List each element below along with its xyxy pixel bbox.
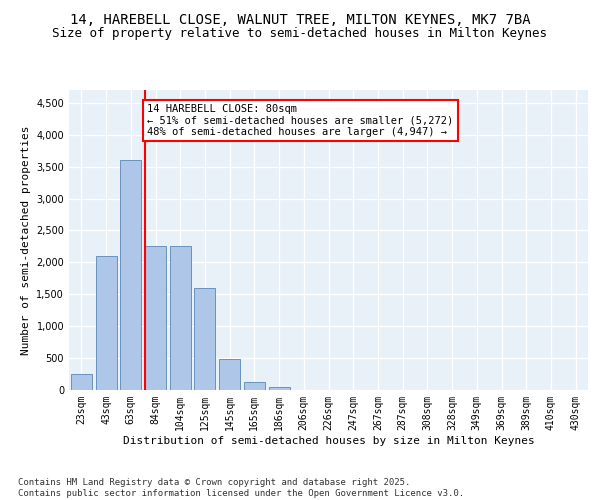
Bar [194,288,215,390]
X-axis label: Distribution of semi-detached houses by size in Milton Keynes: Distribution of semi-detached houses by … [122,436,535,446]
Bar [145,246,166,390]
Text: 14, HAREBELL CLOSE, WALNUT TREE, MILTON KEYNES, MK7 7BA: 14, HAREBELL CLOSE, WALNUT TREE, MILTON … [70,12,530,26]
Text: 14 HAREBELL CLOSE: 80sqm
← 51% of semi-detached houses are smaller (5,272)
48% o: 14 HAREBELL CLOSE: 80sqm ← 51% of semi-d… [148,104,454,137]
Text: Size of property relative to semi-detached houses in Milton Keynes: Size of property relative to semi-detach… [53,28,548,40]
Bar [71,374,92,390]
Bar [244,382,265,390]
Bar [95,256,116,390]
Bar [170,246,191,390]
Text: Contains HM Land Registry data © Crown copyright and database right 2025.
Contai: Contains HM Land Registry data © Crown c… [18,478,464,498]
Bar [219,360,240,390]
Bar [120,160,141,390]
Y-axis label: Number of semi-detached properties: Number of semi-detached properties [21,125,31,355]
Bar [269,388,290,390]
